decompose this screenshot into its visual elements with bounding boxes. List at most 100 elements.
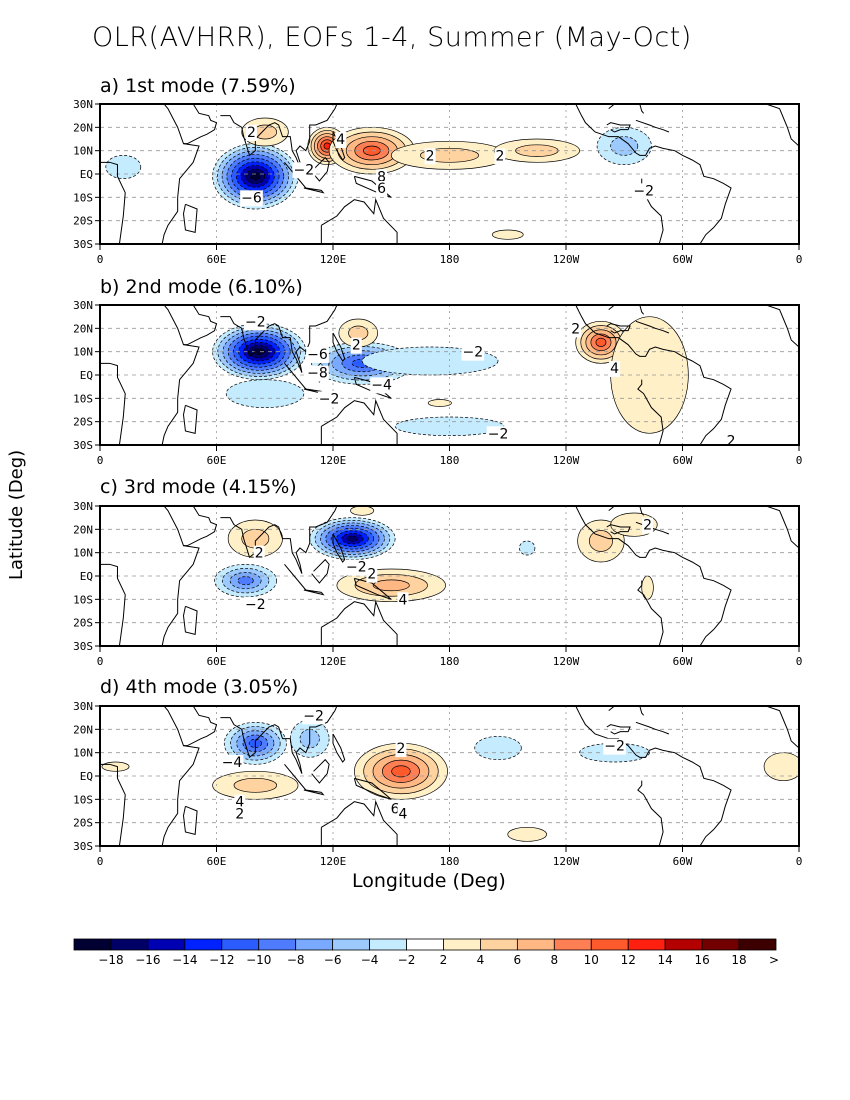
contour-label-bg [335, 132, 347, 148]
anomaly-feature [101, 761, 130, 772]
colorbar-label: 2 [440, 953, 448, 967]
coastline [183, 706, 218, 747]
coastline [364, 687, 374, 696]
contour-label-bg [389, 801, 401, 818]
contour-label-bg [244, 314, 267, 331]
colorbar-label: 14 [658, 953, 673, 967]
x-tick-label: 120E [320, 253, 347, 266]
y-tick-label: 30N [73, 700, 93, 713]
coastline [635, 721, 670, 735]
x-tick-label: 180 [440, 253, 460, 266]
colorbar-label: 12 [621, 953, 636, 967]
coastline [183, 305, 218, 346]
colorbar-swatch [738, 938, 777, 951]
x-tick-label: 0 [796, 454, 803, 467]
coastline [353, 777, 392, 800]
coastline [765, 506, 799, 549]
y-tick-label: 30S [73, 640, 93, 653]
contour-label-bg [376, 169, 388, 186]
colorbar-label: −6 [324, 953, 342, 967]
colorbar-swatch [664, 938, 703, 951]
x-tick-label: 120W [553, 855, 580, 868]
contour-level [105, 154, 142, 180]
colorbar-label: −18 [98, 953, 123, 967]
contour-level [350, 506, 375, 516]
colorbar-label: 10 [584, 953, 599, 967]
x-tick-label: 60W [673, 855, 693, 868]
y-tick-label: 10N [73, 346, 93, 359]
x-tick-label: 120W [553, 454, 580, 467]
coastline [575, 104, 732, 244]
coastline [303, 789, 325, 796]
y-tick-label: 20N [73, 121, 93, 134]
y-tick-label: 30N [73, 299, 93, 312]
contour-label-bg [370, 377, 393, 394]
x-tick-label: 60E [207, 253, 227, 266]
contour-level [225, 379, 305, 409]
colorbar-label: −10 [246, 953, 271, 967]
coastline [220, 506, 338, 574]
x-tick-label: 180 [440, 855, 460, 868]
contour-field [214, 506, 658, 603]
y-tick-label: 30N [73, 98, 93, 111]
x-tick-label: 120E [320, 855, 347, 868]
coastline [284, 162, 307, 189]
contour-label-bg [397, 806, 409, 823]
coastline [220, 305, 338, 373]
y-tick-label: EQ [80, 570, 93, 583]
x-tick-label: 180 [440, 655, 460, 668]
anomaly-feature [354, 742, 448, 800]
contour-label-bg [302, 708, 325, 725]
y-tick-label: EQ [80, 770, 93, 783]
coastline [182, 203, 198, 233]
colorbar-label: 18 [731, 953, 746, 967]
contour-level [346, 535, 359, 542]
colorbar-swatch [221, 938, 260, 951]
contour-label: 2 [247, 125, 256, 141]
coastlines [100, 104, 799, 244]
coastline [352, 506, 353, 507]
contour-level [519, 540, 536, 556]
contour-label: −2 [488, 426, 509, 442]
anomaly-feature [507, 826, 547, 842]
coastline [606, 122, 631, 133]
coastline [635, 119, 670, 133]
colorbar-swatch [332, 938, 370, 951]
coastline [332, 533, 346, 563]
anomaly-feature [105, 154, 142, 180]
y-tick-label: EQ [80, 168, 93, 181]
x-tick-label: 120W [553, 655, 580, 668]
coastline [637, 580, 664, 646]
x-axis-label: Longitude (Deg) [352, 870, 506, 892]
anomaly-feature [519, 540, 536, 556]
contour-label-bg [603, 738, 626, 755]
panel-a-title: a) 1st mode (7.59%) [100, 75, 296, 97]
contour-label-bg [234, 806, 246, 823]
panel-b: −2 −6 −8 −2 −4 2 −2 −2 2 4 2 30N 20N 10N EQ 10S 20S 30S 0 6… [73, 299, 803, 467]
colorbar-swatch [701, 938, 740, 951]
contour-label-bg [240, 190, 263, 207]
contour-label-bg [609, 361, 621, 377]
contour-label: −2 [462, 345, 483, 361]
coastline [100, 161, 126, 244]
colorbar: −18 −16 −14 −12 −10 −8 −6 −4 −2 2 4 6 8 10 12 14 16 18 > [73, 938, 779, 967]
colorbar-label: −8 [287, 953, 305, 967]
coastline [119, 506, 200, 646]
contour-level [610, 136, 639, 156]
colorbar-swatch [516, 938, 555, 951]
coastline [635, 320, 670, 334]
contour-label: −4 [371, 377, 392, 393]
coastline [183, 506, 218, 547]
contour-label-bg [632, 183, 655, 200]
contour-label-bg [486, 426, 510, 443]
coastline [639, 706, 645, 716]
panel-a: −6 −2 4 86 2 2 2 −2 30N 20N 10N EQ 10S 20S 30S 0 60E 120E… [73, 98, 802, 266]
coastline [284, 764, 307, 791]
contour-label: −2 [245, 314, 266, 330]
x-tick-label: 0 [97, 855, 104, 868]
contour-label-bg [397, 592, 409, 609]
colorbar-swatch [553, 938, 592, 951]
colorbar-label: 6 [514, 953, 522, 967]
contour-label-bg [725, 433, 737, 450]
contour-label-bg [292, 162, 316, 179]
